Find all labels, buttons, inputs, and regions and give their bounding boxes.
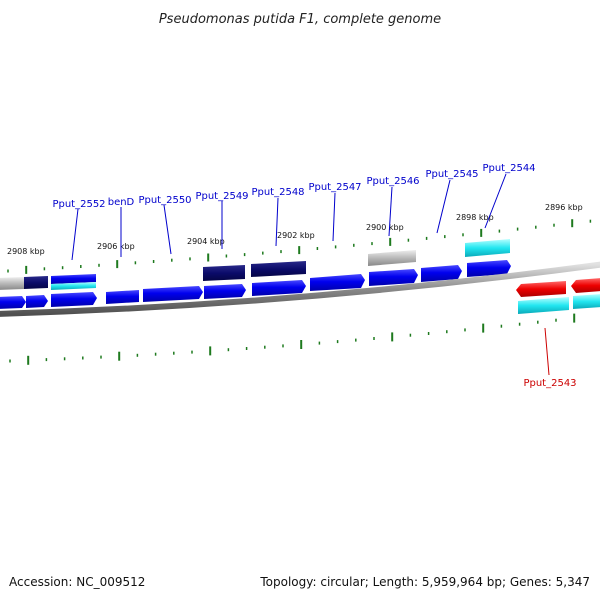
gene-block — [51, 282, 96, 290]
tick-label-2896: 2896 kbp — [545, 203, 583, 212]
gene-label-pput-2543: Pput_2543 — [523, 378, 576, 389]
accession-text: Accession: NC_009512 — [9, 575, 146, 589]
reverse-strand — [516, 278, 600, 314]
gene-label-pput-2545: Pput_2545 — [425, 169, 478, 180]
leader-pput-2548 — [275, 197, 279, 247]
gene-arrow-forward — [467, 260, 511, 277]
gene-arrow-forward — [0, 296, 26, 309]
gene-label-pput-2544: Pput_2544 — [482, 163, 535, 174]
tick-label-2908: 2908 kbp — [7, 247, 45, 256]
gene-label-pput-2547: Pput_2547 — [308, 182, 361, 193]
gene-arrow-forward — [51, 292, 97, 307]
gene-arrow-forward — [369, 269, 418, 286]
genome-backbone — [0, 261, 600, 317]
leader-pput-2547 — [332, 192, 336, 242]
tick-labels: 2908 kbp 2906 kbp 2904 kbp 2902 kbp 2900… — [7, 203, 583, 256]
outer-feature-ring — [0, 239, 510, 290]
tick-label-2904: 2904 kbp — [187, 237, 225, 246]
gene-label-pput-2552: Pput_2552 — [52, 199, 105, 210]
tick-label-2906: 2906 kbp — [97, 242, 135, 251]
gene-arrow-forward — [26, 295, 48, 308]
gene-block — [368, 250, 416, 266]
tick-label-2898: 2898 kbp — [456, 213, 494, 222]
gene-arrow-forward — [421, 265, 462, 282]
map-title: Pseudomonas putida F1, complete genome — [159, 12, 441, 27]
gene-label-pput-2546: Pput_2546 — [366, 176, 419, 187]
leader-pput-2545 — [436, 179, 451, 234]
gene-arrow-forward — [204, 284, 246, 299]
gene-arrow-forward — [310, 274, 365, 291]
gene-block — [518, 297, 569, 314]
gene-label-bend: benD — [108, 197, 135, 208]
gene-arrow-forward — [143, 286, 203, 302]
inner-tick-marks — [9, 313, 576, 365]
gene-arrow-forward — [252, 280, 306, 296]
leader-pput-2543 — [544, 327, 550, 376]
leader-pput-2552 — [71, 208, 79, 261]
leader-pput-2544 — [484, 173, 507, 229]
leader-pput-2546 — [388, 186, 393, 237]
outer-tick-marks — [7, 219, 592, 274]
tick-label-2900: 2900 kbp — [366, 223, 404, 232]
gene-label-pput-2549: Pput_2549 — [195, 191, 248, 202]
gene-block — [24, 276, 48, 289]
gene-block — [0, 277, 24, 290]
genome-summary-text: Topology: circular; Length: 5,959,964 bp… — [260, 575, 590, 589]
gene-block — [51, 274, 96, 284]
gene-arrow-reverse — [571, 278, 600, 293]
gene-block — [573, 294, 600, 309]
gene-arrow-forward — [106, 290, 139, 304]
gene-arrow-reverse — [516, 281, 566, 297]
gene-block — [251, 261, 306, 277]
gene-label-pput-2548: Pput_2548 — [251, 187, 304, 198]
tick-label-2902: 2902 kbp — [277, 231, 315, 240]
gene-labels: Pput_2552 benD Pput_2550 Pput_2549 Pput_… — [52, 163, 576, 389]
forward-strand — [0, 260, 511, 309]
gene-block — [465, 239, 510, 257]
gene-block — [203, 265, 245, 281]
leader-pput-2550 — [163, 204, 172, 255]
gene-label-pput-2550: Pput_2550 — [138, 195, 191, 206]
label-leaders — [71, 173, 550, 376]
